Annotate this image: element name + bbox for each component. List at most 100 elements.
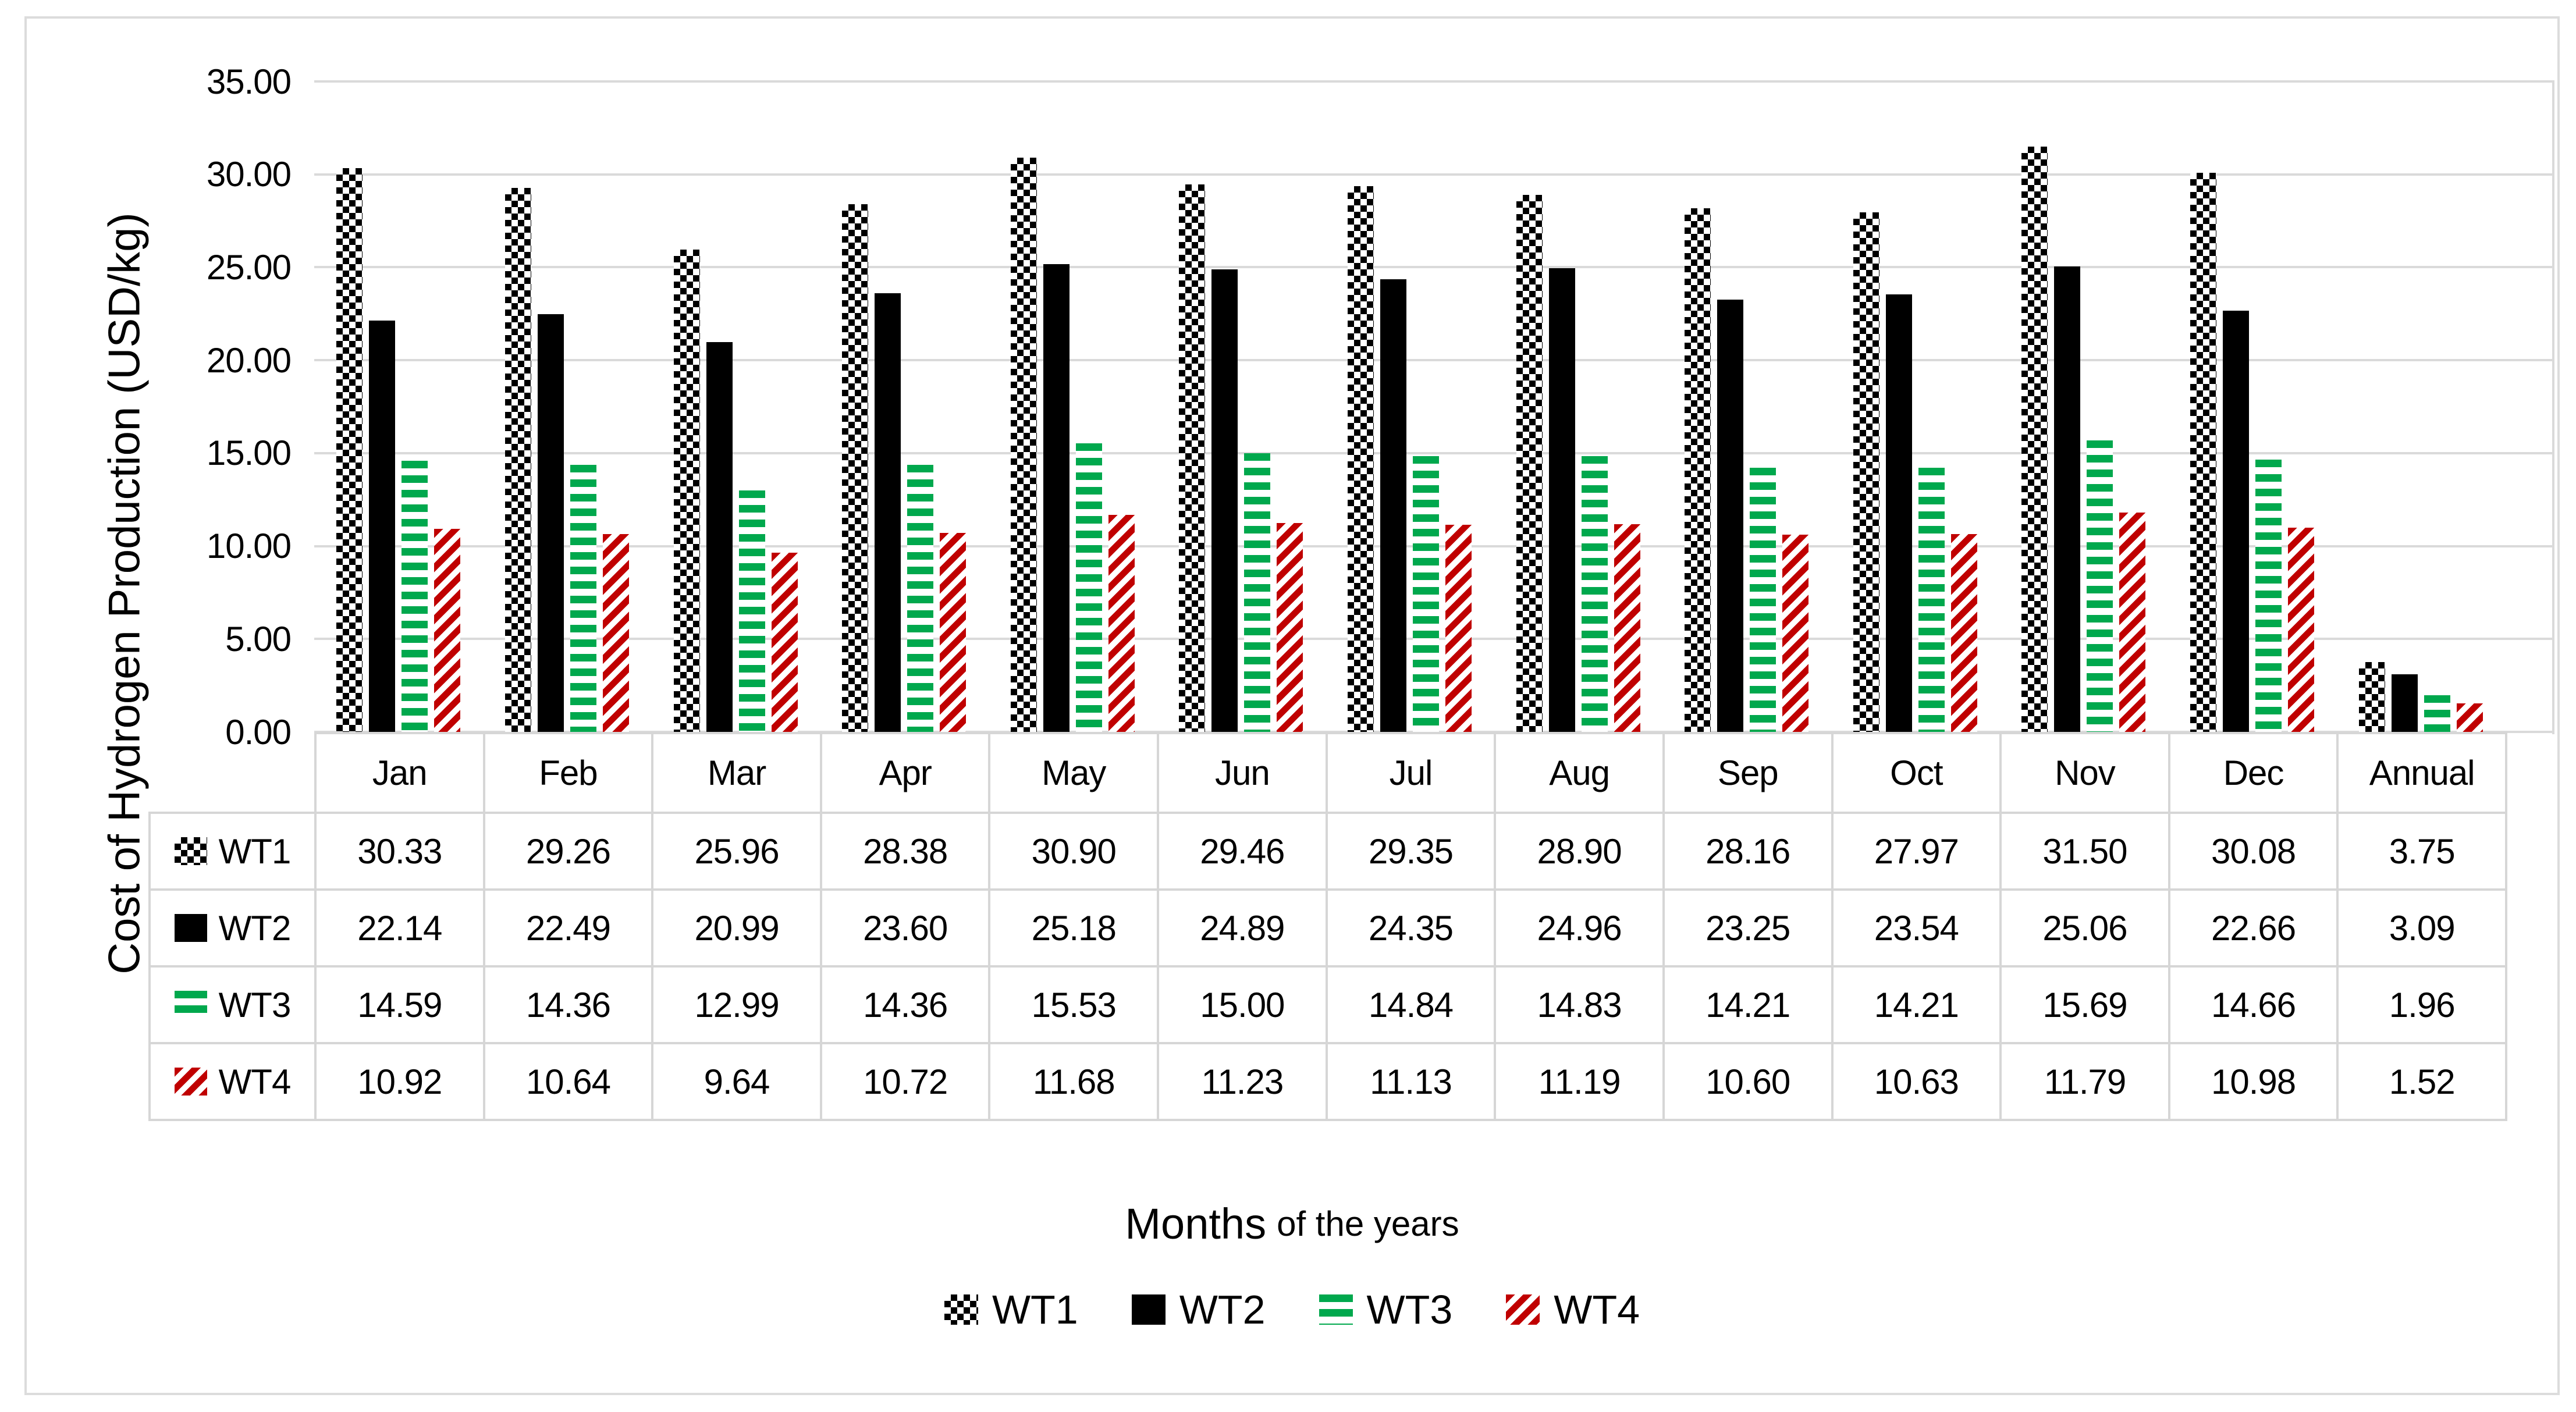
bar-wt4-sep xyxy=(1782,535,1809,732)
y-tick-label: 15.00 xyxy=(206,433,292,473)
y-tick-label: 20.00 xyxy=(206,340,292,380)
bar-wt3-jun xyxy=(1244,453,1271,732)
bar-wt3-sep xyxy=(1750,468,1776,732)
month-header-dec: Dec xyxy=(2168,732,2339,814)
value-cell-wt3-aug: 14.83 xyxy=(1494,965,1665,1044)
value-cell-wt4-mar: 9.64 xyxy=(651,1042,822,1121)
bar-wt1-aug xyxy=(1516,194,1543,732)
bar-wt2-nov xyxy=(2054,266,2081,732)
legend-label-wt2: WT2 xyxy=(1179,1287,1266,1332)
bar-wt4-mar xyxy=(771,553,798,732)
bar-wt3-oct xyxy=(1918,468,1945,732)
value-cell-wt4-feb: 10.64 xyxy=(482,1042,654,1121)
plot-right-border xyxy=(2552,80,2554,734)
gridline-15 xyxy=(314,451,2554,454)
value-cell-wt1-feb: 29.26 xyxy=(482,812,654,891)
value-cell-wt3-sep: 14.21 xyxy=(1662,965,1834,1044)
value-cell-wt2-jan: 22.14 xyxy=(314,888,485,968)
month-header-mar: Mar xyxy=(651,732,822,814)
bar-wt2-dec xyxy=(2223,311,2250,732)
legend-item-wt4: WT4 xyxy=(1506,1286,1640,1333)
value-cell-wt2-jul: 24.35 xyxy=(1325,888,1497,968)
value-cell-wt4-jul: 11.13 xyxy=(1325,1042,1497,1121)
value-cell-wt3-oct: 14.21 xyxy=(1831,965,2002,1044)
value-cell-wt3-apr: 14.36 xyxy=(819,965,991,1044)
bar-wt2-oct xyxy=(1885,294,1912,732)
value-cell-wt1-apr: 28.38 xyxy=(819,812,991,891)
value-cell-wt1-annual: 3.75 xyxy=(2336,812,2507,891)
bar-wt1-feb xyxy=(504,188,531,732)
month-header-jun: Jun xyxy=(1157,732,1328,814)
month-header-sep: Sep xyxy=(1662,732,1834,814)
bar-wt2-jun xyxy=(1211,269,1238,732)
value-cell-wt3-mar: 12.99 xyxy=(651,965,822,1044)
bar-wt3-jan xyxy=(401,460,428,732)
value-cell-wt2-apr: 23.60 xyxy=(819,888,991,968)
legend-item-wt2: WT2 xyxy=(1131,1286,1266,1333)
bar-wt2-feb xyxy=(537,314,564,732)
gridline-35 xyxy=(314,80,2554,83)
bar-wt3-jul xyxy=(1413,456,1439,732)
month-header-feb: Feb xyxy=(482,732,654,814)
value-cell-wt2-dec: 22.66 xyxy=(2168,888,2339,968)
bar-wt3-nov xyxy=(2087,440,2113,732)
month-header-may: May xyxy=(988,732,1160,814)
bar-wt1-mar xyxy=(673,249,700,732)
month-header-nov: Nov xyxy=(1999,732,2170,814)
value-cell-wt1-nov: 31.50 xyxy=(1999,812,2170,891)
legend-key-wt1: WT1 xyxy=(174,831,291,872)
bar-wt2-may xyxy=(1043,264,1070,732)
value-cell-wt4-may: 11.68 xyxy=(988,1042,1160,1121)
y-tick-label: 0.00 xyxy=(225,712,292,752)
bar-wt1-apr xyxy=(842,204,869,732)
value-cell-wt2-aug: 24.96 xyxy=(1494,888,1665,968)
wt1-legend-swatch xyxy=(944,1294,978,1325)
value-cell-wt1-jun: 29.46 xyxy=(1157,812,1328,891)
bar-wt4-feb xyxy=(602,534,629,732)
bar-wt3-annual xyxy=(2424,695,2450,732)
bar-wt2-aug xyxy=(1548,268,1575,732)
value-cell-wt4-jan: 10.92 xyxy=(314,1042,485,1121)
legend-label-wt3: WT3 xyxy=(1366,1287,1453,1332)
value-cell-wt4-aug: 11.19 xyxy=(1494,1042,1665,1121)
gridline-30 xyxy=(314,173,2554,176)
bar-wt3-feb xyxy=(570,465,596,732)
bar-wt3-mar xyxy=(738,490,765,732)
value-cell-wt3-may: 15.53 xyxy=(988,965,1160,1044)
month-header-oct: Oct xyxy=(1831,732,2002,814)
value-cell-wt4-sep: 10.60 xyxy=(1662,1042,1834,1121)
legend-key-wt3: WT3 xyxy=(174,985,291,1025)
bar-wt4-jan xyxy=(434,529,461,732)
bar-wt1-jul xyxy=(1348,186,1374,732)
y-tick-label: 5.00 xyxy=(225,619,292,659)
legend: WT1 WT2 WT3 WT4 xyxy=(24,1278,2560,1342)
y-tick-label: 35.00 xyxy=(206,62,292,101)
y-tick-label: 10.00 xyxy=(206,527,292,566)
legend-label-wt1: WT1 xyxy=(992,1287,1078,1332)
wt2-pattern-swatch xyxy=(174,914,207,942)
bar-wt4-annual xyxy=(2456,703,2483,732)
x-axis-title-sub: of the years xyxy=(1277,1204,1459,1243)
legend-key-cell-wt3: WT3 xyxy=(148,965,317,1044)
value-cell-wt1-jul: 29.35 xyxy=(1325,812,1497,891)
value-cell-wt4-dec: 10.98 xyxy=(2168,1042,2339,1121)
x-axis-title-main: Months xyxy=(1125,1199,1267,1248)
bar-wt4-jul xyxy=(1445,525,1472,732)
value-cell-wt3-jul: 14.84 xyxy=(1325,965,1497,1044)
wt4-pattern-swatch xyxy=(174,1068,207,1096)
value-cell-wt4-oct: 10.63 xyxy=(1831,1042,2002,1121)
value-cell-wt3-nov: 15.69 xyxy=(1999,965,2170,1044)
series-label: WT4 xyxy=(218,1062,292,1101)
bar-wt1-jan xyxy=(336,168,363,732)
value-cell-wt2-may: 25.18 xyxy=(988,888,1160,968)
value-cell-wt1-dec: 30.08 xyxy=(2168,812,2339,891)
x-axis-title: Months of the years xyxy=(24,1192,2560,1255)
value-cell-wt3-jan: 14.59 xyxy=(314,965,485,1044)
value-cell-wt4-apr: 10.72 xyxy=(819,1042,991,1121)
value-cell-wt2-feb: 22.49 xyxy=(482,888,654,968)
month-header-aug: Aug xyxy=(1494,732,1665,814)
bar-wt2-mar xyxy=(706,342,733,732)
gridline-20 xyxy=(314,359,2554,362)
value-cell-wt3-jun: 15.00 xyxy=(1157,965,1328,1044)
